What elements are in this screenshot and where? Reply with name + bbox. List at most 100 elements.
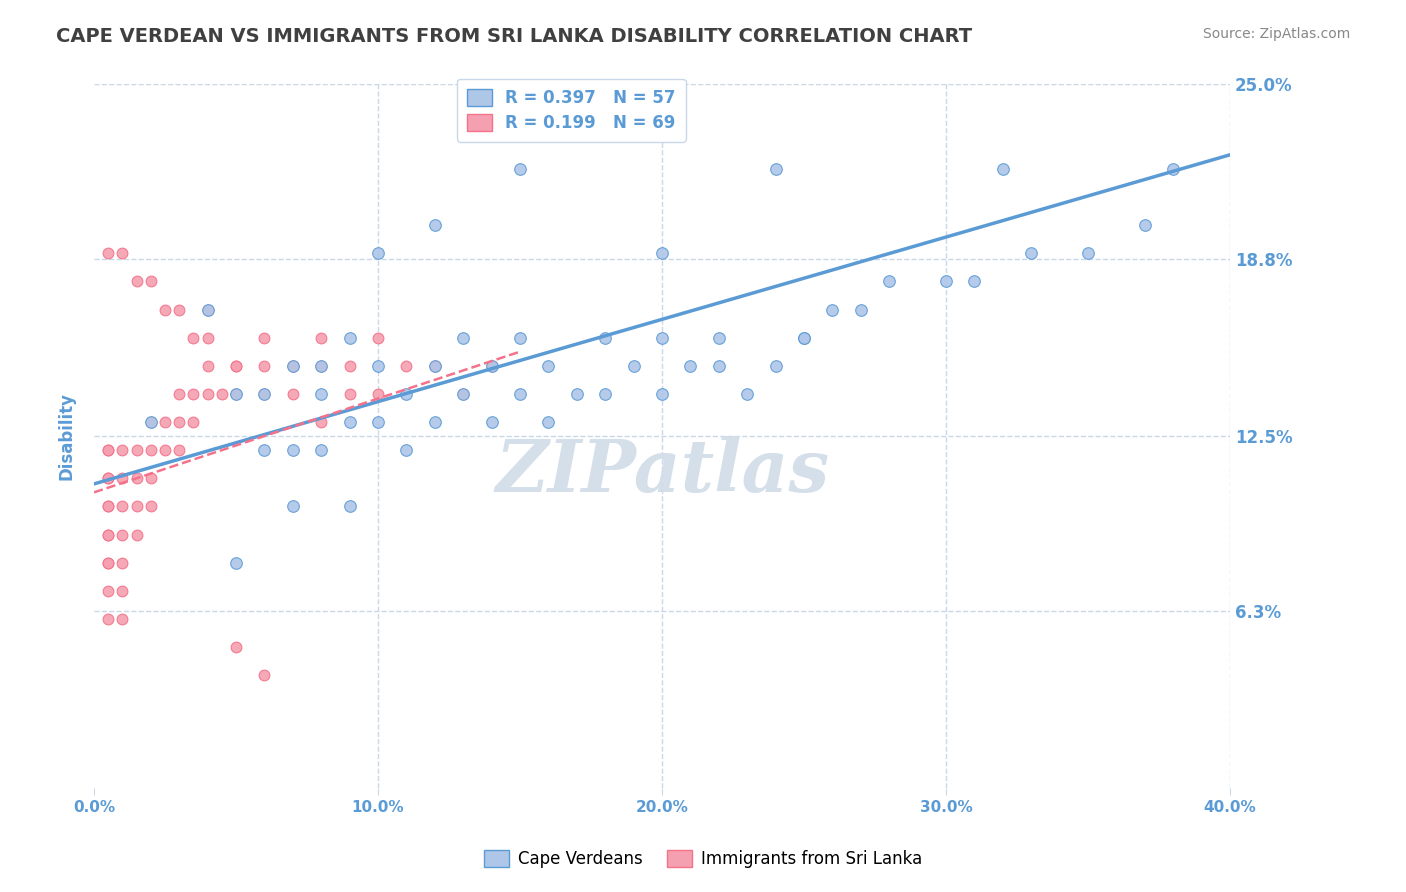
Point: [225, 387, 247, 401]
Point: [97, 556, 120, 570]
Point: [339, 387, 361, 401]
Point: [139, 415, 162, 429]
Point: [367, 246, 389, 260]
Point: [97, 443, 120, 458]
Point: [111, 500, 134, 514]
Point: [1077, 246, 1099, 260]
Point: [451, 387, 474, 401]
Legend: R = 0.397   N = 57, R = 0.199   N = 69: R = 0.397 N = 57, R = 0.199 N = 69: [457, 78, 686, 142]
Point: [309, 443, 332, 458]
Point: [765, 161, 787, 176]
Point: [139, 274, 162, 288]
Point: [125, 443, 148, 458]
Point: [593, 331, 616, 345]
Point: [651, 387, 673, 401]
Point: [153, 443, 176, 458]
Point: [991, 161, 1014, 176]
Point: [451, 331, 474, 345]
Point: [339, 331, 361, 345]
Point: [651, 331, 673, 345]
Point: [339, 415, 361, 429]
Point: [281, 359, 304, 373]
Text: ZIPatlas: ZIPatlas: [495, 436, 830, 507]
Point: [281, 359, 304, 373]
Point: [253, 359, 276, 373]
Point: [139, 500, 162, 514]
Point: [309, 331, 332, 345]
Y-axis label: Disability: Disability: [58, 392, 75, 480]
Point: [97, 612, 120, 626]
Point: [183, 387, 205, 401]
Point: [339, 359, 361, 373]
Point: [339, 500, 361, 514]
Point: [97, 443, 120, 458]
Point: [197, 302, 219, 317]
Point: [309, 359, 332, 373]
Point: [593, 387, 616, 401]
Point: [97, 527, 120, 541]
Point: [565, 387, 588, 401]
Point: [963, 274, 986, 288]
Point: [509, 331, 531, 345]
Point: [281, 500, 304, 514]
Point: [125, 500, 148, 514]
Point: [111, 612, 134, 626]
Point: [1161, 161, 1184, 176]
Point: [481, 415, 503, 429]
Point: [97, 500, 120, 514]
Point: [97, 246, 120, 260]
Point: [139, 415, 162, 429]
Point: [623, 359, 645, 373]
Point: [423, 359, 446, 373]
Text: CAPE VERDEAN VS IMMIGRANTS FROM SRI LANKA DISABILITY CORRELATION CHART: CAPE VERDEAN VS IMMIGRANTS FROM SRI LANK…: [56, 27, 973, 45]
Point: [679, 359, 702, 373]
Point: [707, 359, 730, 373]
Point: [481, 359, 503, 373]
Point: [97, 500, 120, 514]
Point: [367, 359, 389, 373]
Point: [197, 302, 219, 317]
Point: [367, 387, 389, 401]
Point: [509, 161, 531, 176]
Point: [97, 471, 120, 485]
Point: [167, 443, 190, 458]
Point: [367, 331, 389, 345]
Text: Source: ZipAtlas.com: Source: ZipAtlas.com: [1202, 27, 1350, 41]
Point: [253, 668, 276, 682]
Point: [309, 387, 332, 401]
Point: [537, 415, 560, 429]
Point: [395, 387, 418, 401]
Point: [197, 331, 219, 345]
Point: [395, 359, 418, 373]
Point: [111, 443, 134, 458]
Point: [225, 359, 247, 373]
Point: [167, 387, 190, 401]
Point: [423, 218, 446, 232]
Point: [97, 527, 120, 541]
Point: [97, 583, 120, 598]
Point: [367, 415, 389, 429]
Point: [793, 331, 815, 345]
Point: [167, 415, 190, 429]
Point: [481, 359, 503, 373]
Point: [309, 415, 332, 429]
Point: [225, 640, 247, 654]
Point: [1019, 246, 1042, 260]
Point: [821, 302, 844, 317]
Point: [183, 415, 205, 429]
Point: [111, 556, 134, 570]
Legend: Cape Verdeans, Immigrants from Sri Lanka: Cape Verdeans, Immigrants from Sri Lanka: [478, 843, 928, 875]
Point: [139, 471, 162, 485]
Point: [281, 359, 304, 373]
Point: [849, 302, 872, 317]
Point: [877, 274, 900, 288]
Point: [281, 443, 304, 458]
Point: [1133, 218, 1156, 232]
Point: [509, 387, 531, 401]
Point: [111, 471, 134, 485]
Point: [125, 471, 148, 485]
Point: [253, 443, 276, 458]
Point: [423, 359, 446, 373]
Point: [395, 443, 418, 458]
Point: [281, 387, 304, 401]
